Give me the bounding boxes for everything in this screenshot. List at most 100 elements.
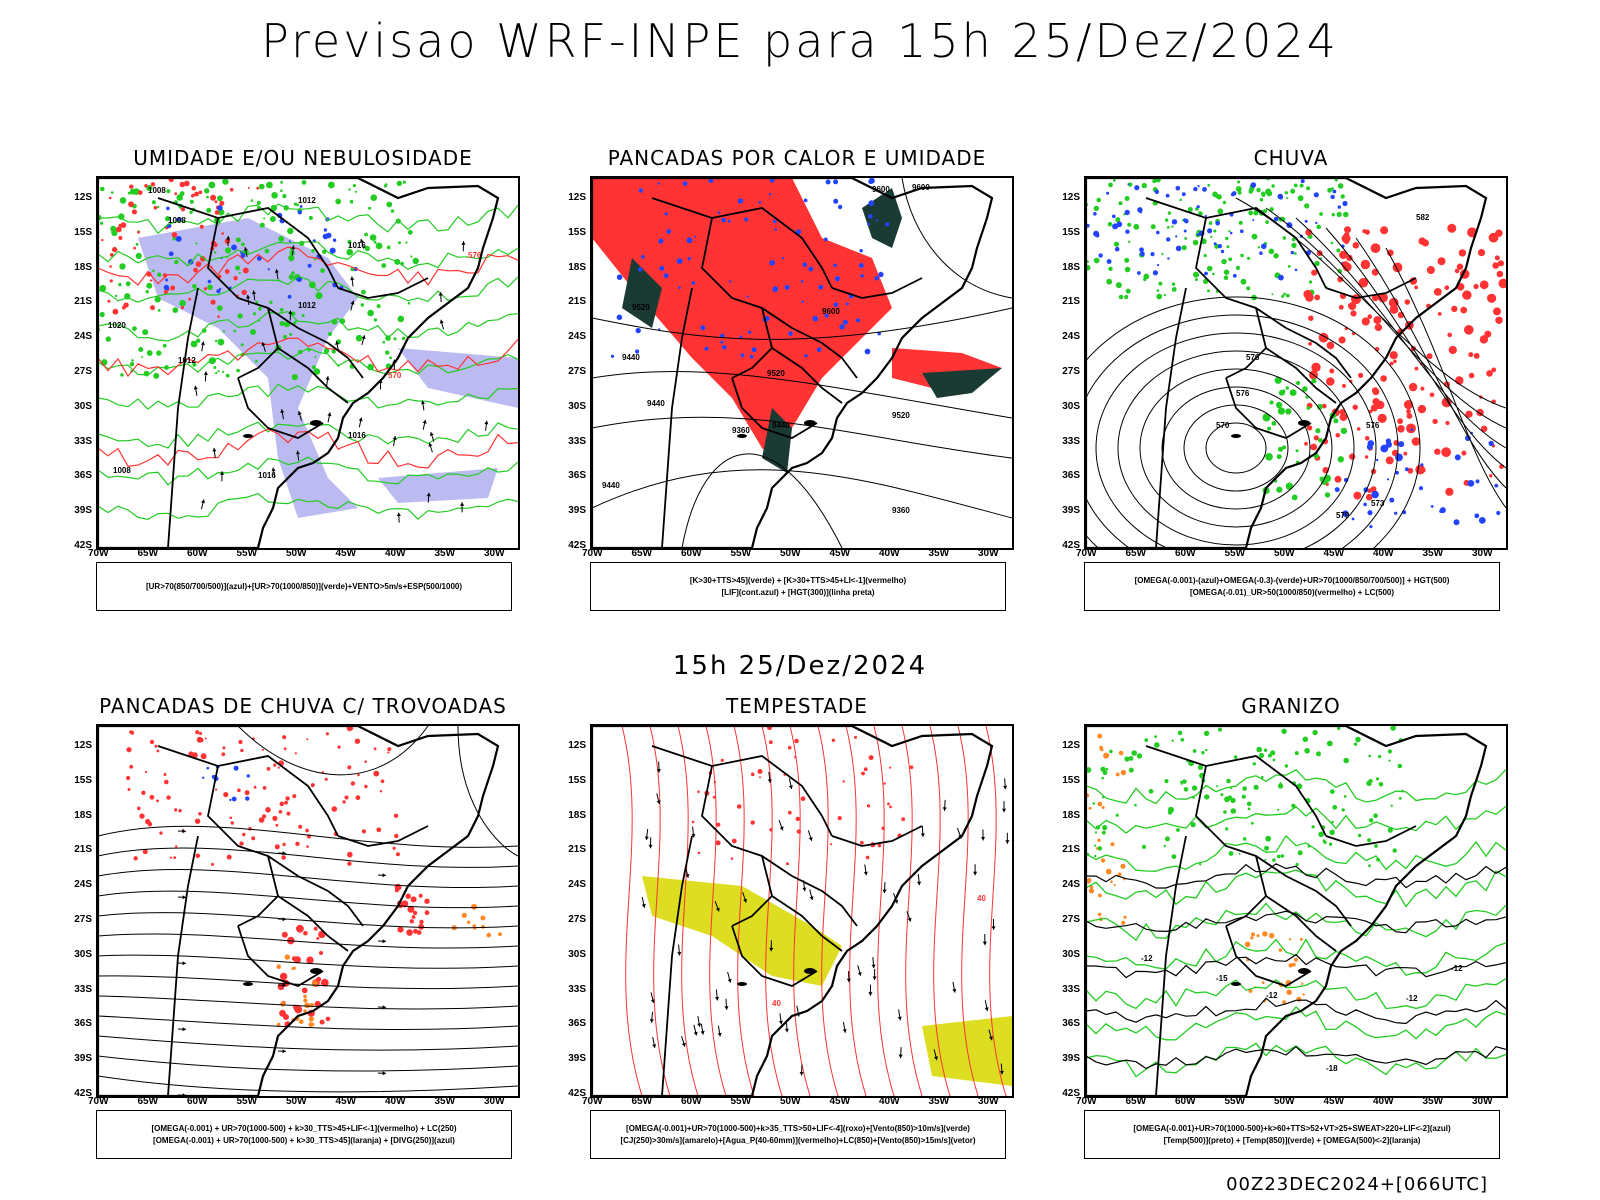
rain-region-red [1434, 448, 1441, 455]
thunderstorm-region-red [137, 806, 141, 811]
omega-region-orange [1261, 981, 1265, 984]
thunderstorm-region-red [354, 738, 361, 744]
rain-region-red [1498, 278, 1506, 289]
rain-region-green [1223, 275, 1229, 280]
temperature-850-contour [1392, 848, 1397, 853]
country-border [771, 895, 843, 952]
thunderstorm-region-red [306, 738, 309, 741]
rain-region-red [1493, 307, 1501, 316]
latitude-axis: 12S 15S 18S 21S 24S 27S 30S 33S 36S 39S 42S [562, 724, 590, 1099]
vector-head [898, 1054, 903, 1059]
humidity-region-green [146, 350, 153, 356]
thunderstorm-region-red [331, 806, 338, 812]
omega-region-orange [1299, 937, 1303, 941]
rain-region-red [1335, 433, 1341, 438]
rain-region-green [1324, 492, 1331, 498]
rain-region-blue [1474, 513, 1480, 519]
thickness-marker [153, 205, 158, 210]
rain-region-green [1093, 205, 1099, 212]
vector-head [246, 294, 251, 299]
thunderstorm-region-red [293, 956, 301, 964]
rain-region-blue [1330, 194, 1335, 200]
thunderstorm-region-red [173, 856, 177, 859]
lat-tick-label: 36S [568, 470, 586, 482]
rain-region-green [1316, 224, 1321, 230]
precipitable-water-marker [768, 740, 773, 745]
humidity-region-green [252, 312, 257, 316]
lifted-index-contour [720, 340, 724, 344]
lat-tick-label: 24S [74, 879, 92, 891]
map-layer: -12-15-12-12-12-18 [1086, 726, 1506, 1096]
country-border [731, 925, 818, 987]
omega-region-orange [1098, 893, 1102, 898]
rain-region-blue [1376, 458, 1379, 462]
temperature-850-contour [1154, 735, 1157, 738]
rain-region-blue [1294, 268, 1298, 272]
thunderstorm-region-red [376, 827, 382, 833]
thunderstorm-region-red [194, 818, 201, 824]
rain-region-green [1187, 207, 1193, 212]
humidity-region-blue [307, 263, 312, 268]
temperature-850-contour [1216, 785, 1219, 788]
humidity-region-blue [325, 232, 332, 239]
lat-tick-label: 39S [74, 505, 92, 517]
lon-tick-label: 40W [1373, 548, 1394, 559]
humidity-region-green [172, 307, 179, 313]
rain-region-red [1492, 262, 1499, 269]
thunderstorm-region-red [282, 735, 287, 740]
rain-region-red [1461, 450, 1467, 456]
rain-region-green [1340, 427, 1348, 435]
temperature-850-contour [1353, 742, 1358, 746]
lifted-index-contour [802, 262, 808, 267]
rain-region-blue [1334, 487, 1340, 493]
humidity-region-green [320, 268, 325, 273]
lifted-index-contour [740, 353, 745, 358]
lifted-index-contour [868, 213, 873, 219]
precipitable-water-marker [881, 826, 885, 830]
vector-head [182, 895, 186, 900]
lifted-index-contour [744, 217, 749, 222]
lifted-index-contour [638, 188, 644, 193]
rain-region-green [1143, 277, 1147, 282]
rain-region-green [1198, 211, 1203, 216]
rain-region-blue [1137, 207, 1143, 213]
vector-head [350, 300, 355, 305]
lake-mark [1298, 420, 1310, 426]
lake-mark [310, 968, 322, 974]
vector-head [203, 371, 208, 375]
country-border [1285, 327, 1352, 379]
country-border [1285, 875, 1352, 927]
thickness-marker [210, 194, 217, 201]
thunderstorm-region-red [258, 817, 265, 823]
lon-tick-label: 70W [582, 548, 603, 559]
precipitable-water-marker [796, 829, 802, 834]
temperature-850-contour [1390, 726, 1396, 731]
legend-line: [OMEGA(-0.001) + UR>70(1000-500) + k>30_… [151, 1123, 457, 1133]
omega-region-orange [1088, 888, 1095, 894]
rain-region-green [1207, 289, 1210, 293]
main-title: Previsao WRF-INPE para 15h 25/Dez/2024 [261, 14, 1339, 68]
vector-head [784, 1028, 789, 1033]
coastline [1086, 726, 1488, 1096]
thunderstorm-region-red [198, 812, 202, 816]
vector-head [743, 898, 747, 903]
precipitable-water-marker [759, 776, 761, 779]
rain-region-green [1248, 189, 1253, 194]
temperature-850-contour [1168, 806, 1174, 813]
lon-tick-label: 45W [829, 548, 851, 559]
contour-label: -12 [1266, 991, 1278, 1000]
rain-region-red [1377, 413, 1387, 423]
thickness-marker [138, 190, 143, 195]
contour-label: 576 [1236, 389, 1250, 398]
thunderstorm-region-red [277, 766, 280, 769]
temperature-850-contour [1092, 802, 1095, 805]
vector-head [989, 1036, 993, 1041]
vector-head [868, 992, 873, 996]
vector-head [882, 889, 887, 894]
temperature-850-contour [1355, 736, 1361, 743]
vector-head [200, 341, 205, 346]
temperature-850-contour [1326, 740, 1333, 747]
rain-region-green [1141, 182, 1147, 189]
rain-region-red [1479, 280, 1489, 290]
lake-mark [737, 434, 747, 438]
